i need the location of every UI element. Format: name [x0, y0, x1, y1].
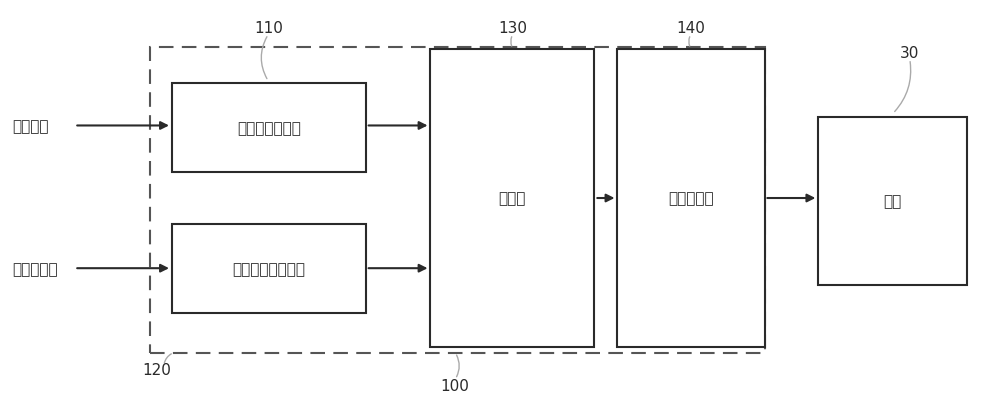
Text: 垂直力信息获得部: 垂直力信息获得部 — [232, 261, 305, 276]
Text: 100: 100 — [441, 378, 470, 393]
Bar — [150, 48, 765, 353]
Bar — [617, 50, 765, 347]
Bar — [818, 117, 967, 286]
Text: 130: 130 — [498, 21, 527, 36]
Text: 车轮: 车轮 — [884, 194, 902, 209]
Text: 120: 120 — [142, 362, 171, 377]
Text: 30: 30 — [900, 46, 919, 61]
Text: 110: 110 — [254, 21, 283, 36]
Text: 运行信息: 运行信息 — [13, 119, 49, 134]
Text: 运行信息获得部: 运行信息获得部 — [237, 121, 301, 136]
Text: 控制部: 控制部 — [499, 191, 526, 206]
Bar — [430, 50, 594, 347]
Text: 制动驱动部: 制动驱动部 — [668, 191, 714, 206]
Text: 140: 140 — [676, 21, 705, 36]
Bar — [172, 84, 366, 173]
Bar — [172, 224, 366, 313]
Text: 垂直力信息: 垂直力信息 — [13, 261, 58, 276]
